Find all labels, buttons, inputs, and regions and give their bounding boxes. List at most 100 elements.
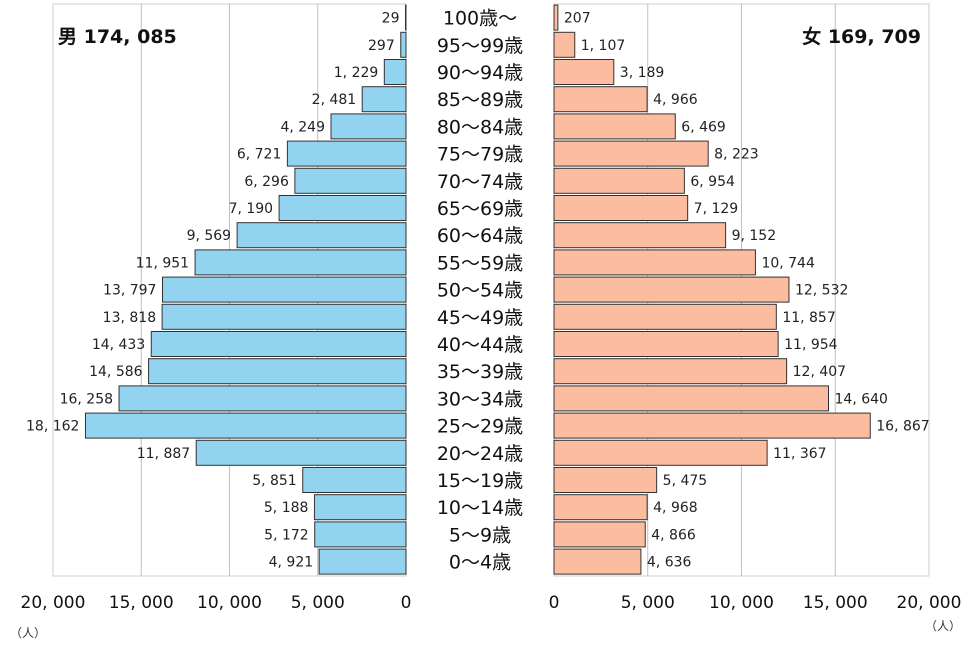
male-bar <box>278 195 407 221</box>
male-value-label: 14, 433 <box>92 337 145 353</box>
male-bar <box>302 467 407 493</box>
male-value-label: 1, 229 <box>334 65 379 81</box>
x-axis-ticks: 20, 000 15, 000 10, 000 5, 000 0 0 5, 000 10, 0… <box>21 593 962 613</box>
right-tick-label: 20, 000 <box>897 593 962 613</box>
female-value-label: 8, 223 <box>714 147 759 163</box>
age-group-label: 85～89歳 <box>437 89 523 111</box>
female-bar <box>553 303 777 330</box>
right-tick-label: 5, 000 <box>621 593 675 613</box>
age-group-label: 55～59歳 <box>437 252 523 274</box>
male-value-label: 4, 921 <box>269 555 314 571</box>
male-value-label: 11, 951 <box>136 255 189 271</box>
male-value-label: 2, 481 <box>312 92 357 108</box>
right-tick-label: 10, 000 <box>709 593 774 613</box>
male-bar <box>404 4 407 31</box>
male-value-label: 6, 721 <box>237 147 282 163</box>
female-value-label: 9, 152 <box>732 228 777 244</box>
female-value-label: 11, 857 <box>782 310 835 326</box>
age-group-label: 65～69歳 <box>437 198 523 220</box>
female-value-label: 11, 367 <box>773 446 826 462</box>
female-bar <box>553 195 689 221</box>
female-value-label: 12, 407 <box>793 364 846 380</box>
female-value-label: 207 <box>564 11 591 27</box>
male-value-label: 7, 190 <box>229 201 274 217</box>
male-bar <box>161 276 407 303</box>
female-value-label: 16, 867 <box>876 419 929 435</box>
male-value-label: 5, 851 <box>252 473 297 489</box>
male-bar <box>400 31 407 58</box>
female-bar <box>553 439 768 466</box>
female-bar <box>553 113 676 140</box>
male-value-label: 4, 249 <box>280 119 325 135</box>
male-total-label: 男 174, 085 <box>58 26 177 48</box>
left-tick-label: 10, 000 <box>197 593 262 613</box>
male-bar <box>294 167 407 194</box>
female-bar <box>553 494 648 521</box>
female-value-label: 5, 475 <box>663 473 708 489</box>
age-group-label: 30～34歳 <box>437 388 523 410</box>
left-tick-label: 15, 000 <box>109 593 174 613</box>
female-bar <box>553 167 685 194</box>
male-value-label: 5, 188 <box>264 500 309 516</box>
female-value-label: 1, 107 <box>581 38 626 54</box>
age-group-labels: 100歳～ 95～99歳 90～94歳 85～89歳 80～84歳 75～79歳 70～74… <box>437 8 523 574</box>
female-bar <box>553 31 576 58</box>
age-group-label: 25～29歳 <box>437 416 523 438</box>
female-value-label: 11, 954 <box>784 337 838 353</box>
male-value-label: 13, 818 <box>103 310 156 326</box>
female-bar <box>553 467 658 493</box>
age-group-label: 0～4歳 <box>449 552 511 574</box>
male-bar <box>318 548 407 575</box>
female-bar <box>553 548 642 575</box>
female-bar <box>553 276 790 303</box>
left-tick-label: 0 <box>401 593 412 613</box>
age-group-label: 70～74歳 <box>437 171 523 193</box>
male-bar <box>195 439 407 466</box>
age-group-label: 5～9歳 <box>449 524 511 546</box>
right-unit-label: （人） <box>925 619 961 633</box>
female-bar <box>553 521 646 548</box>
age-group-label: 100歳～ <box>443 8 517 30</box>
female-value-label: 4, 636 <box>647 555 692 571</box>
male-bar <box>383 59 407 85</box>
male-bar <box>361 86 407 113</box>
male-value-label: 29 <box>382 11 400 27</box>
male-value-label: 16, 258 <box>60 391 113 407</box>
female-bar <box>553 249 756 276</box>
male-bar <box>286 140 407 167</box>
female-value-label: 10, 744 <box>761 255 815 271</box>
female-bar <box>553 140 709 167</box>
male-bar <box>118 385 407 412</box>
female-value-label: 3, 189 <box>620 65 665 81</box>
female-value-label: 14, 640 <box>835 391 888 407</box>
left-tick-label: 5, 000 <box>291 593 345 613</box>
male-bar <box>150 331 407 357</box>
male-bar <box>161 303 407 330</box>
male-value-label: 9, 569 <box>187 228 232 244</box>
age-group-label: 95～99歳 <box>437 35 523 57</box>
female-bar <box>553 222 727 249</box>
female-bar <box>553 331 779 357</box>
left-unit-label: （人） <box>10 626 46 640</box>
age-group-label: 50～54歳 <box>437 280 523 302</box>
age-group-label: 40～44歳 <box>437 334 523 356</box>
female-bar <box>553 4 559 31</box>
right-tick-label: 0 <box>549 593 560 613</box>
female-bar <box>553 358 788 385</box>
age-group-label: 10～14歳 <box>437 497 523 519</box>
right-tick-label: 15, 000 <box>803 593 868 613</box>
male-value-label: 297 <box>368 38 395 54</box>
female-bar <box>553 385 829 412</box>
male-bar <box>148 358 407 385</box>
female-value-label: 4, 966 <box>653 92 698 108</box>
male-value-label: 13, 797 <box>103 283 156 299</box>
age-group-label: 60～64歳 <box>437 225 523 247</box>
male-value-label: 11, 887 <box>137 446 190 462</box>
female-bar <box>553 412 871 439</box>
female-value-label: 6, 469 <box>681 119 726 135</box>
female-value-label: 4, 866 <box>651 527 696 543</box>
left-tick-label: 20, 000 <box>21 593 86 613</box>
male-value-label: 5, 172 <box>264 527 309 543</box>
age-group-label: 45～49歳 <box>437 307 523 329</box>
